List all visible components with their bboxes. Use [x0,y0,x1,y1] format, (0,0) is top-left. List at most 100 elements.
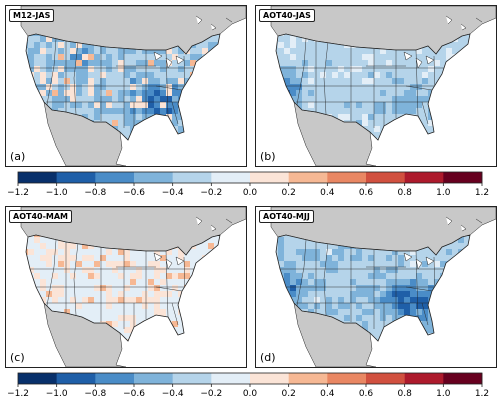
lake-outline [175,256,185,266]
colorbar-tick-label: 1.2 [475,188,489,198]
us-border [25,234,221,342]
colorbar-bin [211,373,251,384]
state-border [421,101,429,125]
state-border [295,239,307,312]
colorbar-tick-label: 0.0 [243,188,258,198]
colorbar-bottom: −1.2 −1.0 −0.8 −0.6 −0.4 −0.2 0.0 0.2 0.4 0.6 0.8 1… [7,372,489,399]
colorbar-bin [327,172,367,183]
colorbar-tick-label: −0.4 [162,389,184,399]
colorbar-tick-label: 0.2 [282,389,296,399]
colorbar-bin [172,373,212,384]
panel-title-a: M12-JAS [9,9,55,22]
colorbar-tick-label: 1.0 [436,389,451,399]
panel-label-b: (b) [260,150,276,163]
colorbar-top: −1.2 −1.0 −0.8 −0.6 −0.4 −0.2 0.0 0.2 0.4 0.6 0.8 1… [7,171,489,198]
lake-outline [475,17,483,23]
state-border [155,85,183,91]
colorbar-bin [288,172,328,183]
colorbar-bottom-svg: −1.2 −1.0 −0.8 −0.6 −0.4 −0.2 0.0 0.2 0.4 0.6 0.8 1… [7,372,489,399]
colorbar-bin [18,172,57,183]
lake-outline [210,23,217,31]
colorbar-bin [288,373,328,384]
colorbar-bin [443,373,483,384]
colorbar-bin [95,373,135,384]
state-border [415,250,419,318]
colorbar-bin [443,172,483,183]
map-panel-c: AOT40-MAM (c) [5,206,247,368]
colorbar-tick-label: −0.2 [200,389,222,399]
lake-outline [175,55,185,65]
state-border [165,49,169,117]
lake-outline [195,216,203,226]
colorbar-tick-label: −1.2 [7,389,29,399]
colorbar-bin [211,172,251,183]
colorbar-tick-label: 0.8 [398,389,413,399]
panel-title-b: AOT40-JAS [259,9,315,22]
lake-outline [225,218,233,224]
colorbar-bin [366,373,405,384]
colorbar-tick-label: −0.6 [123,389,145,399]
state-border [405,286,433,292]
state-border [171,302,179,326]
panel-label-d: (d) [260,351,276,364]
map-panel-b: AOT40-JAS (b) [255,5,497,167]
us-border [275,33,471,141]
colorbar-top-svg: −1.2 −1.0 −0.8 −0.6 −0.4 −0.2 0.0 0.2 0.4 0.6 0.8 1… [7,171,489,198]
colorbar-bin [404,373,444,384]
lake-outline [153,252,163,262]
state-border [45,38,57,111]
colorbar-tick-label: 0.0 [243,389,258,399]
us-border [275,234,471,342]
lake-outline [403,252,413,262]
colorbar-bin [172,172,212,183]
lake-outline [195,15,203,25]
lake-outline [415,258,423,270]
colorbar-bin [56,373,96,384]
colorbar-tick-label: −0.8 [84,389,106,399]
map-panel-d: AOT40-MJJ (d) [255,206,497,368]
colorbar-tick-label: −0.4 [162,188,184,198]
panel-title-c: AOT40-MAM [9,210,73,223]
panel-label-a: (a) [10,150,26,163]
colorbar-tick-label: −1.0 [46,188,68,198]
state-border [405,85,433,91]
panel-label-c: (c) [10,351,25,364]
colorbar-tick-label: −1.2 [7,188,29,198]
lake-outline [425,256,435,266]
map-d [256,207,496,367]
colorbar-bin [250,373,289,384]
colorbar-tick-label: −0.8 [84,188,106,198]
lake-outline [445,15,453,25]
state-border [155,286,183,292]
state-border [171,101,179,125]
colorbar-bin [404,172,444,183]
lake-outline [445,216,453,226]
colorbar-tick-label: 1.2 [475,389,489,399]
colorbar-tick-label: 0.6 [359,188,374,198]
colorbar-bin [56,172,96,183]
lake-outline [165,258,173,270]
colorbar-tick-label: −0.6 [123,188,145,198]
colorbar-tick-label: 0.2 [282,188,296,198]
colorbar-tick-label: 0.4 [320,188,335,198]
lake-outline [403,51,413,61]
lake-outline [475,218,483,224]
lake-outline [165,57,173,69]
lake-outline [460,224,467,232]
map-b [256,6,496,166]
colorbar-tick-label: −1.0 [46,389,68,399]
map-a [6,6,246,166]
colorbar-bin [95,172,135,183]
state-border [295,38,307,111]
state-border [415,49,419,117]
colorbar-bin [327,373,367,384]
map-panel-a: M12-JAS (a) [5,5,247,167]
state-border [421,302,429,326]
state-border [45,239,57,312]
colorbar-tick-label: 0.6 [359,389,374,399]
state-border [165,250,169,318]
lake-outline [210,224,217,232]
lake-outline [153,51,163,61]
colorbar-tick-label: 1.0 [436,188,451,198]
colorbar-bin [366,172,405,183]
